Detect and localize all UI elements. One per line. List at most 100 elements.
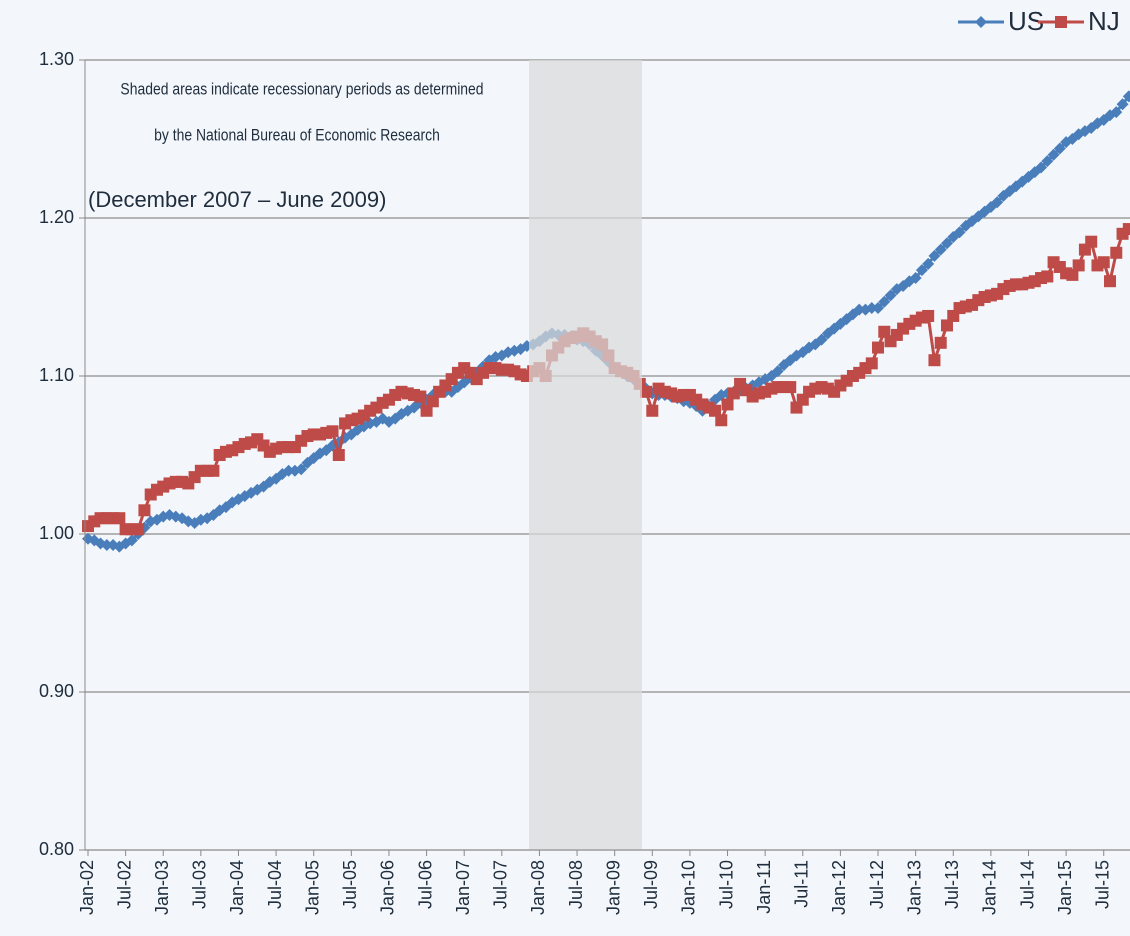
x-tick-label: Jul-06 [415,860,435,909]
marker [332,449,345,461]
marker [1053,142,1066,155]
x-tick-label: Jan-02 [77,860,97,915]
marker [646,404,659,417]
y-tick-label: 0.90 [39,681,74,701]
marker [721,398,734,411]
marker [282,464,295,477]
x-tick-label: Jan-15 [1055,860,1075,915]
marker [878,295,891,308]
marker [426,395,439,408]
x-tick-label: Jul-15 [1092,860,1112,909]
marker [1085,235,1098,248]
marker [138,504,151,517]
marker [502,346,515,359]
x-tick-label: Jul-08 [566,860,586,909]
marker [207,509,220,522]
x-tick-label: Jan-03 [152,860,172,915]
x-tick-label: Jul-11 [792,860,812,908]
marker [934,336,947,349]
marker [1122,90,1130,103]
marker [865,302,878,315]
marker [1110,106,1123,119]
marker [1041,155,1054,168]
marker [100,539,113,552]
x-tick-label: Jan-14 [980,860,1000,915]
marker [1104,275,1117,288]
legend-label: NJ [1088,6,1120,36]
marker [1122,223,1130,236]
x-tick-label: Jan-11 [754,860,774,914]
marker [502,363,515,376]
x-tick-label: Jan-04 [227,860,247,915]
y-tick-label: 1.30 [39,49,74,69]
marker [1047,148,1060,161]
marker [295,463,308,476]
marker [132,523,145,536]
marker [815,333,828,346]
x-tick-label: Jul-13 [942,860,962,909]
x-tick-label: Jul-12 [867,860,887,909]
marker [940,319,953,332]
x-tick-label: Jul-09 [641,860,661,909]
x-tick-label: Jul-02 [114,860,134,909]
x-tick-label: Jan-05 [302,860,322,915]
marker [940,237,953,250]
marker [928,354,941,367]
x-tick-label: Jul-14 [1017,860,1037,909]
marker [251,433,264,446]
marker [991,196,1004,209]
annotation: (December 2007 – June 2009) [88,187,386,212]
recession-shading [529,60,642,850]
marker [934,243,947,256]
marker [878,325,891,338]
legend-marker [975,16,987,28]
marker [113,512,126,525]
y-tick-label: 1.10 [39,365,74,385]
marker [1066,268,1079,281]
marker [640,385,653,398]
marker [872,302,885,315]
marker [125,534,138,547]
marker [1041,270,1054,283]
marker [715,414,728,427]
x-tick-label: Jul-05 [340,860,360,909]
marker [922,257,935,270]
axes: 0.80 0.90 1.00 1.10 1.20 1.30 Jan-02 Jul-02 Jan-… [39,49,1130,915]
marker [1035,161,1048,174]
x-tick-label: Jul-10 [716,860,736,909]
marker [207,464,220,477]
x-tick-label: Jul-04 [265,860,285,909]
marker [909,272,922,285]
marker [922,309,935,322]
marker [884,289,897,302]
x-tick-label: Jan-06 [378,860,398,915]
x-tick-label: Jan-13 [904,860,924,915]
marker [953,226,966,239]
marker [1072,259,1085,272]
y-tick-label: 1.20 [39,207,74,227]
marker [771,365,784,378]
annotation: by the National Bureau of Economic Resea… [154,126,440,145]
marker [1116,98,1129,111]
marker [727,387,740,400]
marker [872,341,885,354]
marker [915,264,928,277]
annotation: Shaded areas indicate recessionary perio… [120,80,483,99]
x-tick-label: Jan-07 [453,860,473,915]
x-tick-label: Jul-03 [190,860,210,909]
legend: US NJ [958,6,1120,36]
x-tick-label: Jan-10 [679,860,699,915]
marker [420,404,433,417]
marker [1110,246,1123,259]
marker [326,425,339,438]
marker [1097,256,1110,269]
x-tick-label: Jan-09 [603,860,623,915]
x-tick-label: Jan-08 [528,860,548,915]
legend-marker [1055,16,1067,28]
marker [784,381,797,394]
marker [865,357,878,370]
y-tick-label: 0.80 [39,839,74,859]
x-tick-label: Jan-12 [829,860,849,915]
marker [928,249,941,262]
